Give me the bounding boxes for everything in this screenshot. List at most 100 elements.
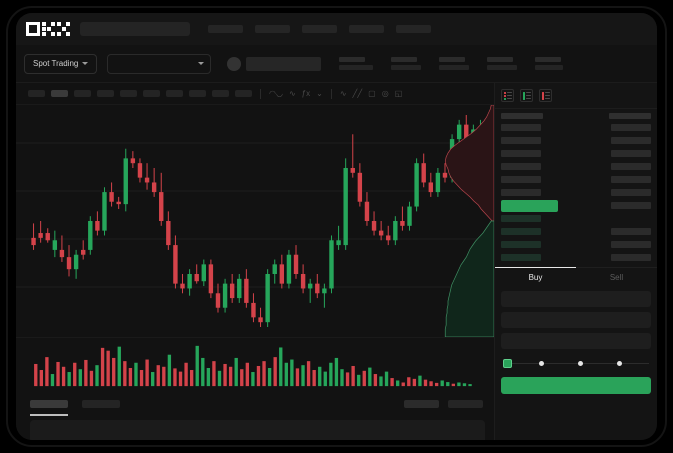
orderbook-price [501, 124, 541, 131]
orderbook-price [501, 163, 541, 170]
line-chart-icon[interactable]: ∿ [288, 88, 296, 98]
market-stat-label [487, 57, 514, 62]
orderbook-amount [611, 228, 651, 235]
orderbook-bid-row[interactable] [495, 238, 657, 251]
orders-table [30, 420, 485, 440]
nav-item-5[interactable] [396, 25, 431, 33]
order-field-2[interactable] [501, 333, 651, 349]
timeframe-9[interactable] [235, 90, 252, 97]
timeframe-8[interactable] [212, 90, 229, 97]
amount-percent-slider[interactable] [503, 359, 649, 369]
market-stat-label [535, 57, 562, 62]
orders-action-1[interactable] [448, 400, 483, 408]
tab-sell[interactable]: Sell [609, 273, 624, 282]
chevron-down-icon[interactable]: ⌄ [316, 88, 323, 98]
indicators-icon[interactable]: ƒx [301, 88, 311, 98]
orders-action-0[interactable] [404, 400, 439, 408]
orderbook-ask-row[interactable] [495, 134, 657, 147]
orderbook-bids-icon[interactable] [520, 89, 533, 102]
settings-icon[interactable]: ◎ [381, 88, 389, 98]
orderbook-ask-row[interactable] [495, 186, 657, 199]
orderbook-asks-icon[interactable] [539, 89, 552, 102]
nav-item-2[interactable] [255, 25, 290, 33]
timeframe-0[interactable] [28, 90, 45, 97]
order-field-1[interactable] [501, 312, 651, 328]
orderbook-amount [611, 163, 651, 170]
chart-toolbar: ◠◡ ∿ ƒx ⌄ ∿ ╱╱ ▢ ◎ ◱ [16, 83, 494, 105]
timeframe-2[interactable] [74, 90, 91, 97]
orderbook-amount [611, 241, 651, 248]
orderbook-bid-row[interactable] [495, 251, 657, 264]
timeframe-group [28, 90, 252, 97]
orderbook-header-amount [609, 113, 651, 119]
market-stats [321, 57, 564, 70]
slider-stop-75[interactable] [617, 361, 622, 366]
order-form-fields [495, 291, 657, 349]
orderbook-ask-row[interactable] [495, 160, 657, 173]
chevron-down-icon [198, 62, 205, 65]
timeframe-5[interactable] [143, 90, 160, 97]
nav-item-3[interactable] [302, 25, 337, 33]
drawing-tools-icon[interactable]: ╱╱ [352, 88, 363, 98]
timeframe-3[interactable] [97, 90, 114, 97]
orderbook-price [501, 241, 541, 248]
orderbook-ask-row[interactable] [495, 147, 657, 160]
volume-chart [16, 337, 494, 387]
wave-icon[interactable]: ∿ [339, 88, 347, 98]
orderbook-ask-row[interactable] [495, 121, 657, 134]
bottom-tab-1[interactable] [82, 400, 120, 408]
nav-item-4[interactable] [349, 25, 384, 33]
orderbook-price [501, 176, 541, 183]
orderbook-price [501, 150, 541, 157]
market-stat-1 [391, 57, 422, 70]
orderbook-bid-row[interactable] [495, 225, 657, 238]
camera-icon[interactable]: ▢ [368, 88, 376, 98]
orderbook-bid-row[interactable] [495, 212, 657, 225]
timeframe-4[interactable] [120, 90, 137, 97]
okx-logo[interactable] [26, 22, 70, 36]
order-form-tabs: Buy Sell [495, 267, 657, 286]
timeframe-7[interactable] [189, 90, 206, 97]
mid-price [501, 199, 558, 212]
tab-buy[interactable]: Buy [495, 267, 576, 286]
market-stat-value [339, 65, 374, 70]
candle-series [31, 115, 483, 327]
orderbook-ask-row[interactable] [495, 173, 657, 186]
orderbook-price [501, 254, 541, 261]
candlestick-chart[interactable] [16, 105, 494, 337]
chart-gridlines [16, 142, 494, 288]
market-stat-value [439, 65, 470, 70]
timeframe-6[interactable] [166, 90, 183, 97]
toolbar-divider [260, 88, 261, 99]
orderbook-mid-price-row[interactable] [495, 199, 657, 212]
orderbook-both-icon[interactable] [501, 89, 514, 102]
logo-o-icon [26, 22, 40, 36]
search-input[interactable] [80, 22, 190, 36]
nav-item-1[interactable] [208, 25, 243, 33]
depth-bid-area [444, 220, 494, 337]
depth-chart-overlay [444, 105, 494, 337]
submit-buy-button[interactable] [501, 377, 651, 394]
slider-stop-25[interactable] [539, 361, 544, 366]
orderbook-panel: Buy Sell [494, 83, 657, 440]
market-stat-3 [487, 57, 518, 70]
orderbook-price [501, 189, 541, 196]
bottom-tab-0[interactable] [30, 400, 68, 408]
fullscreen-icon[interactable]: ◱ [394, 88, 403, 98]
bottom-tab-0-underline [30, 414, 68, 416]
logo-x-icon [57, 22, 70, 36]
market-stat-2 [439, 57, 470, 70]
market-stat-value [391, 65, 422, 70]
slider-stop-50[interactable] [578, 361, 583, 366]
coin-avatar [227, 56, 242, 71]
order-field-0[interactable] [501, 291, 651, 307]
slider-handle[interactable] [503, 359, 512, 368]
trading-mode-button[interactable]: Spot Trading [24, 53, 98, 74]
last-price-value [246, 56, 322, 71]
orderbook-amount [611, 176, 651, 183]
candles-icon[interactable]: ◠◡ [269, 88, 283, 98]
timeframe-1[interactable] [51, 90, 68, 97]
pair-select[interactable] [107, 53, 212, 74]
orderbook-amount [611, 202, 651, 209]
